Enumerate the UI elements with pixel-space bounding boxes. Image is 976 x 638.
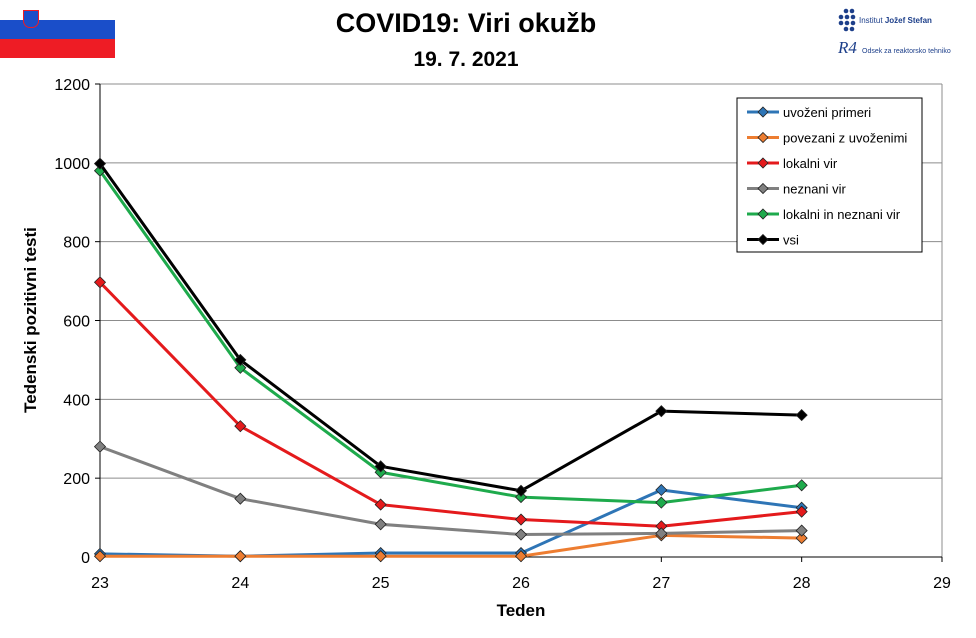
gridlines bbox=[100, 83, 943, 557]
coat-of-arms-icon bbox=[23, 10, 39, 28]
series-2-point-2 bbox=[374, 498, 387, 511]
legend: uvoženi primeri povezani z uvoženimi lokal… bbox=[736, 97, 923, 253]
x-tick-label-4: 27 bbox=[652, 575, 670, 592]
y-tick-label-3: 600 bbox=[63, 314, 90, 331]
legend-marker-3 bbox=[757, 182, 769, 195]
series-2-point-5 bbox=[795, 505, 808, 518]
x-tick-label-6: 29 bbox=[933, 575, 951, 592]
y-tick-label-1: 200 bbox=[63, 471, 90, 488]
series-1-point-5 bbox=[795, 532, 808, 545]
series-1-point-3 bbox=[514, 550, 528, 563]
legend-marker-1 bbox=[757, 131, 769, 144]
y-axis-label: Tedenski pozitivni testi bbox=[21, 227, 40, 413]
series-1-point-0 bbox=[93, 550, 107, 563]
legend-label-2: lokalni vir bbox=[783, 156, 838, 171]
series-2-point-1 bbox=[234, 420, 247, 433]
series-3-point-2 bbox=[374, 518, 387, 531]
x-axis-label: Teden bbox=[497, 601, 546, 620]
series-line-4 bbox=[98, 169, 802, 505]
series-5-point-1 bbox=[234, 353, 247, 366]
series-4-point-4 bbox=[655, 496, 668, 509]
ijs-logo: Institut Jožef Stefan R4 Odsek za reakto… bbox=[838, 8, 968, 68]
series-4-point-3 bbox=[514, 491, 528, 504]
series-1-point-1 bbox=[234, 550, 247, 563]
x-tick-label-1: 24 bbox=[231, 575, 249, 592]
series-3-point-1 bbox=[234, 492, 247, 505]
legend-label-3: neznani vir bbox=[783, 182, 847, 197]
chart-title: COVID19: Viri okužb bbox=[335, 8, 597, 38]
ijs-department: Odsek za reaktorsko tehniko bbox=[862, 48, 951, 55]
series-4-point-1 bbox=[234, 361, 247, 374]
series-5-point-0 bbox=[93, 157, 107, 170]
series-line-2 bbox=[98, 281, 802, 528]
legend-marker-2 bbox=[757, 157, 769, 169]
series-5-point-4 bbox=[655, 405, 668, 418]
legend-box bbox=[736, 97, 923, 253]
series-4-point-5 bbox=[795, 479, 808, 492]
y-tick-label-4: 800 bbox=[63, 235, 90, 252]
x-tick-label-3: 26 bbox=[512, 575, 530, 592]
series-3-point-5 bbox=[795, 524, 808, 537]
series-line-5 bbox=[98, 162, 802, 493]
y-tick-label-6: 1200 bbox=[54, 77, 90, 94]
series-2-point-3 bbox=[514, 513, 528, 526]
x-tick-label-5: 28 bbox=[793, 575, 811, 592]
series-0-point-4 bbox=[655, 483, 668, 497]
legend-label-1: povezani z uvoženimi bbox=[783, 131, 907, 146]
series-3-point-3 bbox=[514, 528, 528, 541]
ijs-prefix: Institut bbox=[859, 16, 883, 25]
series-2-point-0 bbox=[93, 276, 107, 289]
series-1-point-2 bbox=[374, 550, 387, 563]
series-5-point-5 bbox=[795, 409, 808, 422]
slovenia-flag bbox=[0, 0, 115, 58]
series-3-point-0 bbox=[93, 440, 107, 453]
legend-marker-4 bbox=[757, 208, 769, 220]
legend-marker-5 bbox=[757, 233, 769, 246]
series-5-point-2 bbox=[374, 460, 387, 473]
legend-label-4: lokalni in neznani vir bbox=[783, 207, 901, 222]
ijs-dots-icon bbox=[838, 8, 856, 32]
y-tick-label-2: 400 bbox=[63, 392, 90, 409]
series-5-point-3 bbox=[514, 484, 528, 497]
chart-date: 19. 7. 2021 bbox=[413, 48, 519, 71]
series-group bbox=[93, 157, 808, 563]
legend-marker-0 bbox=[757, 106, 769, 118]
series-3-point-4 bbox=[655, 527, 668, 540]
y-tick-label-5: 1000 bbox=[54, 156, 90, 173]
legend-label-0: uvoženi primeri bbox=[783, 105, 871, 120]
series-line-1 bbox=[100, 533, 802, 558]
series-line-3 bbox=[99, 445, 802, 537]
ijs-name: Jožef Stefan bbox=[884, 16, 932, 25]
x-tick-label-2: 25 bbox=[372, 575, 390, 592]
r4-mark: R4 bbox=[838, 38, 857, 57]
x-tick-label-0: 23 bbox=[91, 575, 109, 592]
legend-label-5: vsi bbox=[783, 233, 799, 248]
y-tick-label-0: 0 bbox=[81, 550, 90, 567]
